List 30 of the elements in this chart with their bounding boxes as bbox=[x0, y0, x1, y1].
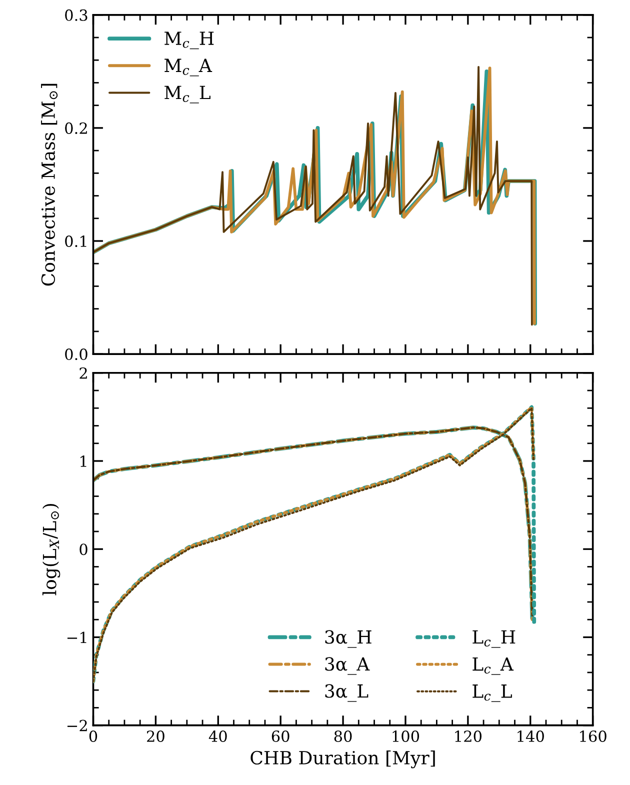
legend-label: L$_{c}$_A bbox=[472, 657, 514, 675]
x-tick-label: 0 bbox=[89, 730, 98, 742]
y-axis-title: Convective Mass [M$_{⊙}$] bbox=[41, 84, 58, 286]
legend-label: L$_{c}$_H bbox=[472, 630, 516, 648]
x-tick-label: 40 bbox=[208, 730, 227, 742]
y-tick-label: 0 bbox=[80, 544, 88, 556]
legend-label: 3α_H bbox=[325, 630, 372, 648]
x-tick-label: 60 bbox=[272, 730, 290, 742]
x-axis-title: CHB Duration [Myr] bbox=[250, 750, 435, 768]
y-tick-label: −2 bbox=[67, 720, 87, 732]
y-tick-label: 2 bbox=[80, 367, 87, 379]
legend-label: 3α_L bbox=[325, 684, 368, 702]
legend-label: L$_{c}$_L bbox=[472, 684, 512, 702]
y-axis-title: log(L$_{X}$/L$_{⊙}$) bbox=[42, 504, 60, 596]
legend-label: M$_{c}$_H bbox=[164, 32, 214, 50]
y-tick-label: 0.0 bbox=[65, 348, 88, 360]
y-tick-label: 1 bbox=[80, 455, 86, 467]
x-tick-label: 20 bbox=[147, 730, 164, 742]
x-tick-label: 140 bbox=[518, 730, 544, 742]
legend-label: M$_{c}$_A bbox=[164, 58, 212, 76]
legend-label: M$_{c}$_L bbox=[164, 86, 210, 104]
y-tick-label: 0.1 bbox=[65, 235, 86, 248]
x-tick-label: 100 bbox=[392, 730, 420, 742]
y-tick-label: 0.2 bbox=[65, 122, 87, 134]
legend-label: 3α_A bbox=[325, 657, 370, 675]
y-tick-label: 0.3 bbox=[65, 9, 88, 21]
x-tick-label: 120 bbox=[455, 730, 482, 742]
x-tick-label: 160 bbox=[580, 730, 606, 742]
x-tick-label: 80 bbox=[334, 730, 352, 742]
y-tick-label: −1 bbox=[67, 632, 86, 644]
